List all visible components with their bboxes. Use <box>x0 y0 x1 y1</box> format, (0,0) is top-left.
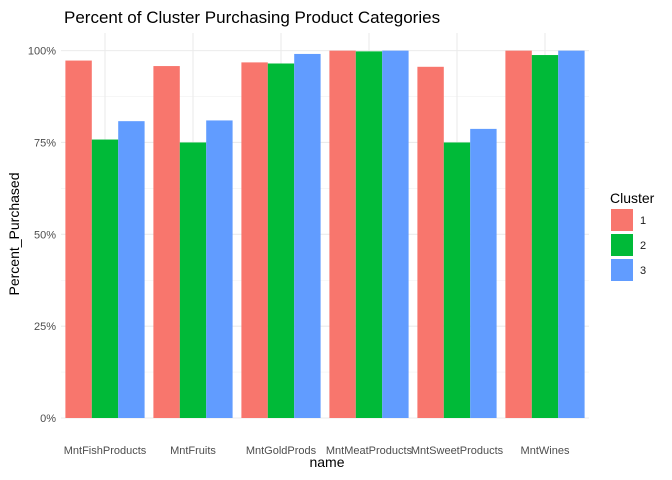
bar-cluster-3 <box>558 50 585 419</box>
bars <box>65 50 585 419</box>
bar-cluster-3 <box>382 50 409 419</box>
plot-panel <box>61 33 589 418</box>
y-tick-label: 0% <box>40 413 56 425</box>
x-axis-ticks: MntFishProducts MntFruits MntGoldProds MntM… <box>64 445 570 457</box>
chart-title: Percent of Cluster Purchasing Product Ca… <box>64 8 440 27</box>
legend-label: 2 <box>640 240 646 252</box>
y-tick-label: 100% <box>28 46 56 58</box>
legend-label: 3 <box>640 265 646 277</box>
legend-swatch <box>611 209 633 231</box>
y-tick-label: 25% <box>34 321 56 333</box>
x-tick-label: MntGoldProds <box>246 445 317 457</box>
legend-title: Cluster <box>610 190 655 206</box>
bar-cluster-1 <box>65 60 92 418</box>
bar-cluster-3 <box>206 120 233 419</box>
x-tick-label: MntFishProducts <box>64 445 147 457</box>
x-axis-title: name <box>309 454 344 470</box>
bar-cluster-2 <box>267 63 295 418</box>
bar-cluster-1 <box>505 50 532 419</box>
bar-cluster-1 <box>153 66 180 418</box>
bar-cluster-1 <box>417 66 444 419</box>
bar-cluster-1 <box>241 62 268 418</box>
y-axis-ticks: 0% 25% 50% 75% 100% <box>28 46 56 425</box>
x-tick-label: MntWines <box>521 445 570 457</box>
bar-cluster-3 <box>294 53 321 419</box>
bar-cluster-2 <box>179 142 207 418</box>
bar-cluster-2 <box>443 142 471 418</box>
y-axis-title: Percent_Purchased <box>6 173 22 296</box>
legend-swatch <box>611 259 633 281</box>
x-tick-label: MntFruits <box>170 445 216 457</box>
legend-label: 1 <box>640 215 646 227</box>
plot-area <box>61 33 589 419</box>
bar-cluster-3 <box>470 128 497 418</box>
legend-items: 1 2 3 <box>611 209 646 281</box>
bar-cluster-2 <box>355 51 383 419</box>
legend: Cluster 1 2 3 <box>610 190 655 281</box>
bar-cluster-2 <box>531 55 559 418</box>
x-tick-label: MntMeatProducts <box>326 445 413 457</box>
bar-cluster-1 <box>329 50 356 419</box>
y-tick-label: 75% <box>34 137 56 149</box>
legend-swatch <box>611 234 633 256</box>
y-tick-label: 50% <box>34 229 56 241</box>
bar-cluster-3 <box>118 121 145 418</box>
bar-cluster-2 <box>91 139 119 418</box>
grid <box>61 33 589 419</box>
x-tick-label: MntSweetProducts <box>411 445 504 457</box>
